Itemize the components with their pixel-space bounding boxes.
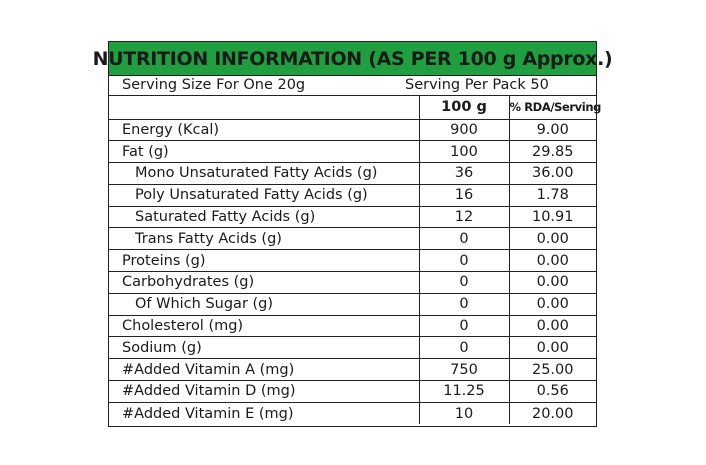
nutrient-rda: 0.00	[508, 315, 596, 338]
nutrient-rda: 25.00	[508, 358, 596, 382]
header-per-100g: 100 g	[441, 99, 487, 116]
header-blank-cell	[109, 96, 419, 120]
nutrient-rda: 9.00	[508, 119, 596, 142]
nutrient-rda: 0.56	[508, 380, 596, 403]
nutrient-rda: 20.00	[508, 402, 596, 425]
nutrient-value: 0	[418, 227, 509, 251]
table-row: Of Which Sugar (g) 0 0.00	[109, 293, 596, 316]
nutrient-rda: 0.00	[508, 293, 596, 316]
panel-title: NUTRITION INFORMATION (AS PER 100 g Appr…	[92, 47, 613, 70]
nutrient-name: Proteins (g)	[109, 249, 419, 273]
nutrient-rda: 0.00	[508, 227, 596, 251]
nutrient-name: Sodium (g)	[109, 336, 419, 360]
serving-size: Serving Size For One 20g	[122, 77, 306, 93]
nutrient-value: 12	[418, 206, 509, 229]
table-row: #Added Vitamin D (mg) 11.25 0.56	[109, 380, 596, 403]
table-row: #Added Vitamin A (mg) 750 25.00	[109, 358, 596, 382]
nutrient-value: 10	[418, 402, 509, 425]
nutrient-name: Carbohydrates (g)	[109, 271, 419, 294]
title-bar: NUTRITION INFORMATION (AS PER 100 g Appr…	[93, 42, 613, 76]
nutrient-name: #Added Vitamin E (mg)	[122, 405, 294, 422]
table-row: Energy (Kcal) 900 9.00	[109, 119, 596, 142]
nutrition-table: 100 g % RDA/Serving Energy (Kcal) 900 9.…	[109, 96, 601, 425]
table-row: Fat (g) 100 29.85	[109, 140, 596, 164]
nutrient-name: Poly Unsaturated Fatty Acids (g)	[109, 184, 419, 207]
header-rda-per-serving: % RDA/Serving	[509, 100, 602, 115]
nutrient-rda: 0.00	[508, 271, 596, 294]
table-header-row: 100 g % RDA/Serving	[109, 96, 601, 120]
nutrient-name: #Added Vitamin A (mg)	[109, 358, 419, 382]
nutrient-value: 750	[418, 358, 509, 382]
nutrient-name: Energy (Kcal)	[109, 119, 419, 142]
nutrient-value: 0	[418, 249, 509, 273]
table-row: Sodium (g) 0 0.00	[109, 336, 596, 360]
nutrient-rda: 1.78	[508, 184, 596, 207]
nutrient-name: Fat (g)	[109, 140, 419, 164]
table-row: #Added Vitamin E (mg) 10 20.00	[109, 402, 596, 425]
nutrient-value: 0	[418, 315, 509, 338]
nutrient-value: 36	[418, 162, 509, 185]
nutrient-value: 16	[418, 184, 509, 207]
table-row: Proteins (g) 0 0.00	[109, 249, 596, 273]
nutrient-value: 0	[418, 336, 509, 360]
nutrient-name: Saturated Fatty Acids (g)	[109, 206, 419, 229]
nutrient-value: 0	[418, 293, 509, 316]
nutrient-value: 900	[418, 119, 509, 142]
table-row: Poly Unsaturated Fatty Acids (g) 16 1.78	[109, 184, 596, 207]
nutrient-value: 11.25	[418, 380, 509, 403]
nutrient-name: Trans Fatty Acids (g)	[109, 227, 419, 251]
serving-per-pack: Serving Per Pack 50	[405, 77, 549, 93]
table-row: Cholesterol (mg) 0 0.00	[109, 315, 596, 338]
nutrient-name: Of Which Sugar (g)	[109, 293, 419, 316]
nutrient-name: #Added Vitamin D (mg)	[109, 380, 419, 403]
nutrient-value: 0	[418, 271, 509, 294]
nutrient-rda: 29.85	[508, 140, 596, 164]
header-rda-cell: % RDA/Serving	[508, 96, 601, 120]
table-row: Mono Unsaturated Fatty Acids (g) 36 36.0…	[109, 162, 596, 185]
table-row: Saturated Fatty Acids (g) 12 10.91	[109, 206, 596, 229]
nutrient-name: Mono Unsaturated Fatty Acids (g)	[109, 162, 419, 185]
header-value-cell: 100 g	[418, 96, 509, 120]
nutrient-name: Cholesterol (mg)	[109, 315, 419, 338]
nutrient-rda: 36.00	[508, 162, 596, 185]
nutrient-value: 100	[418, 140, 509, 164]
table-row: Trans Fatty Acids (g) 0 0.00	[109, 227, 596, 251]
nutrient-rda: 10.91	[508, 206, 596, 229]
nutrient-rda: 0.00	[508, 249, 596, 273]
table-row: Carbohydrates (g) 0 0.00	[109, 271, 596, 294]
nutrient-rda: 0.00	[508, 336, 596, 360]
serving-info-row: Serving Size For One 20g Serving Per Pac…	[109, 76, 596, 96]
nutrition-information-panel: NUTRITION INFORMATION (AS PER 100 g Appr…	[93, 41, 613, 427]
